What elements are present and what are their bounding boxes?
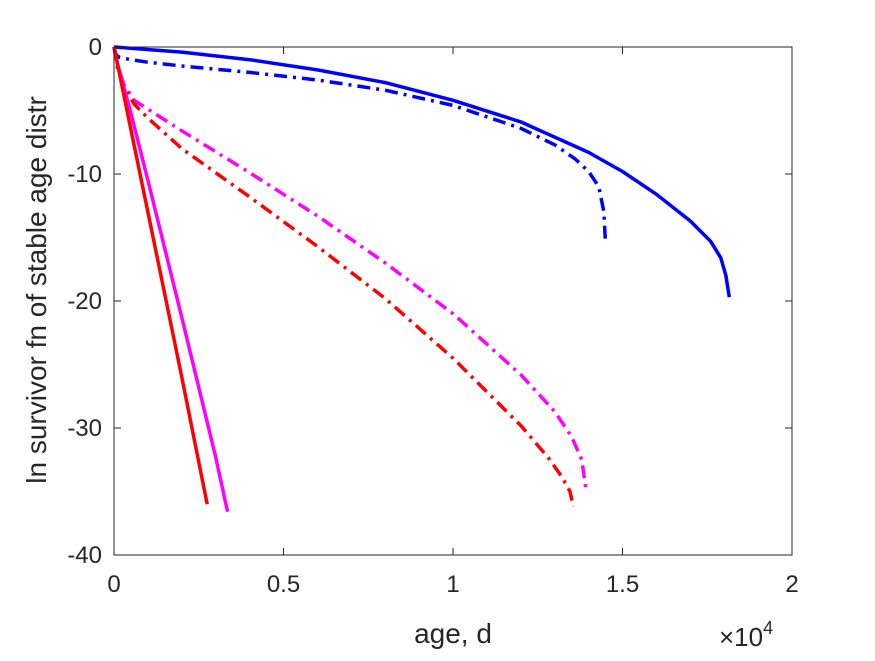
x-tick-label-1: 0.5 xyxy=(267,571,300,598)
series-line-6 xyxy=(112,46,209,505)
x-tick-label-3: 1.5 xyxy=(606,571,639,598)
y-tick-label-3: -30 xyxy=(67,415,102,442)
x-tick-label-0: 0 xyxy=(107,571,120,598)
y-tick-label-4: -40 xyxy=(67,542,102,569)
x-tick-label-2: 1 xyxy=(446,571,459,598)
series-line-4 xyxy=(112,46,576,508)
y-tick-label-0: 0 xyxy=(89,34,102,61)
x-exponent-base: ×10 xyxy=(719,622,763,652)
x-axis-label: age, d xyxy=(414,618,492,649)
x-exponent-power: 4 xyxy=(763,618,773,638)
y-tick-label-2: -20 xyxy=(67,288,102,315)
y-tick-label-1: -10 xyxy=(67,161,102,188)
series-line-2 xyxy=(112,46,608,244)
plot-background xyxy=(114,47,792,555)
x-tick-label-4: 2 xyxy=(785,571,798,598)
series-layer xyxy=(112,45,732,513)
tick-layer: 0 0.5 1 1.5 2 0 -10 -20 -30 -40 xyxy=(67,34,798,598)
y-axis-label: ln survivor fn of stable age distr xyxy=(21,96,52,484)
x-exponent-label: ×104 xyxy=(719,618,773,652)
series-line-1 xyxy=(113,45,732,298)
